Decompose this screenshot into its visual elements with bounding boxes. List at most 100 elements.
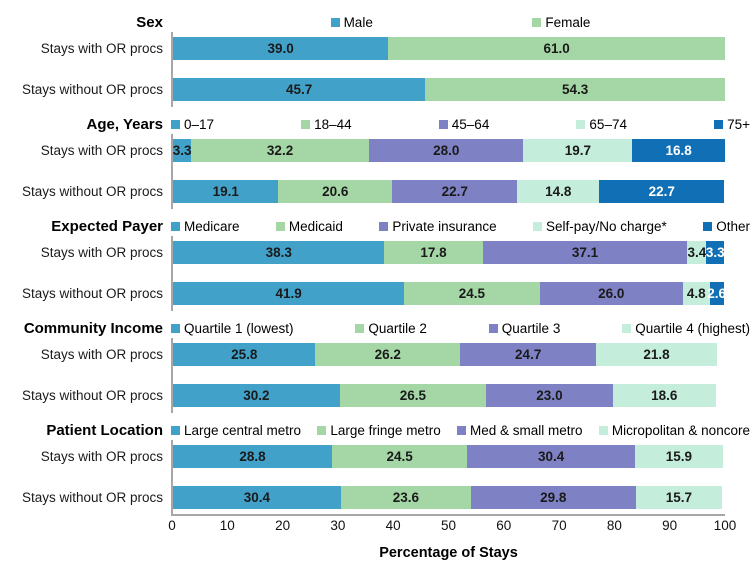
x-axis-tick-label: 80 <box>606 518 622 533</box>
stacked-bar: 38.3 17.8 37.1 3.4 3.3 <box>173 241 725 264</box>
bar-segment: 22.7 <box>392 180 518 203</box>
legend-swatch-icon <box>714 119 724 129</box>
x-axis-tick-label: 70 <box>551 518 567 533</box>
bar-row: Stays without OR procs 19.1 20.6 22.7 14.8 22… <box>0 180 725 203</box>
legend-label: Medicaid <box>288 218 343 234</box>
legend-item: Medicare <box>171 219 240 234</box>
chart-section: Community Income Quartile 1 (lowest) Quart… <box>0 317 750 413</box>
legend-label: Self-pay/No charge* <box>546 218 667 234</box>
bar-value-label: 16.8 <box>665 143 692 158</box>
legend-label: Quartile 3 <box>501 320 561 336</box>
bar-segment: 4.8 <box>683 282 710 305</box>
bar-value-label: 22.7 <box>441 184 468 199</box>
bar-segment: 39.0 <box>173 37 389 60</box>
bar-row: Stays with OR procs 25.8 26.2 24.7 21.8 <box>0 343 725 366</box>
bar-segment: 41.9 <box>173 282 405 305</box>
bar-segment: 28.8 <box>173 445 332 468</box>
legend-item: Medicaid <box>275 218 343 234</box>
x-axis-line <box>171 514 725 516</box>
legend-item: Quartile 3 <box>488 320 561 336</box>
row-label: Stays with OR procs <box>40 245 163 260</box>
bar-value-label: 3.3 <box>172 143 192 158</box>
legend-label: Private insurance <box>392 218 497 234</box>
bar-segment: 21.8 <box>596 343 717 366</box>
bar-value-label: 26.5 <box>399 388 426 403</box>
section-header: Age, Years 0–17 18–44 45–64 65–74 75+ <box>0 113 750 135</box>
x-axis-tick-label: 60 <box>496 518 512 533</box>
legend-swatch-icon <box>171 119 180 129</box>
legend-item: 75+ <box>714 117 750 132</box>
legend-swatch-icon <box>355 323 365 333</box>
bar-segment: 16.8 <box>632 139 725 162</box>
legend-label: 65–74 <box>589 116 627 132</box>
x-axis-tick-label: 10 <box>219 518 235 533</box>
bar-segment: 23.6 <box>340 486 472 509</box>
bar-segment: 18.6 <box>612 384 716 407</box>
legend-item: Quartile 1 (lowest) <box>171 321 294 336</box>
legend-item: 18–44 <box>301 117 352 132</box>
chart-section: Patient Location Large central metro Large… <box>0 419 750 516</box>
legend-swatch-icon <box>438 119 448 129</box>
legend-label: Large central metro <box>184 422 302 438</box>
legend-swatch-icon <box>317 425 327 435</box>
bar-value-label: 15.9 <box>665 449 693 464</box>
bar-segment: 26.2 <box>315 343 461 366</box>
bar-value-label: 37.1 <box>571 245 599 260</box>
stacked-bar: 41.9 24.5 26.0 4.8 2.6 <box>173 282 727 305</box>
x-axis-tick-label: 0 <box>168 518 176 533</box>
legend-label: 75+ <box>727 116 750 132</box>
bar-segment: 22.7 <box>599 180 725 203</box>
stacked-bar: 30.2 26.5 23.0 18.6 <box>173 384 725 407</box>
bar-value-label: 38.3 <box>265 245 292 260</box>
stacked-bar-chart: Sex Male Female Stays with OR procs 39.0 61.0… <box>0 14 750 516</box>
legend: Medicare Medicaid Private insurance Self-pa… <box>171 219 750 234</box>
y-axis-line <box>171 338 173 413</box>
bar-segment: 3.4 <box>687 241 706 264</box>
legend: Large central metro Large fringe metro Med… <box>171 423 750 438</box>
legend-label: Other <box>716 218 750 234</box>
legend-item: Quartile 2 <box>355 321 427 336</box>
bar-value-label: 20.6 <box>322 184 349 199</box>
bar-value-label: 45.7 <box>285 82 313 97</box>
row-label: Stays without OR procs <box>21 82 163 97</box>
bar-row: Stays without OR procs 30.4 23.6 29.8 15.7 <box>0 486 725 509</box>
legend-label: Quartile 1 (lowest) <box>184 320 294 336</box>
bar-segment: 3.3 <box>706 241 725 264</box>
x-axis-tick-label: 40 <box>385 518 401 533</box>
bar-segment: 32.2 <box>191 139 369 162</box>
x-axis-tick-label: 100 <box>713 518 737 533</box>
bar-value-label: 23.0 <box>536 388 563 403</box>
bar-row: Stays with OR procs 38.3 17.8 37.1 3.4 3.3 <box>0 241 725 264</box>
legend-label: Quartile 4 (highest) <box>635 320 750 336</box>
legend-swatch-icon <box>171 425 180 435</box>
x-axis-title: Percentage of Stays <box>379 545 518 561</box>
legend-swatch-icon <box>171 221 180 231</box>
bar-value-label: 25.8 <box>231 347 258 362</box>
legend-item: Female <box>532 15 590 30</box>
bar-segment: 26.5 <box>339 384 486 407</box>
y-axis-line <box>171 440 173 515</box>
bar-segment: 3.3 <box>172 139 192 162</box>
x-axis-ticks: 0 10 20 30 40 50 60 70 80 90 100 <box>168 518 736 536</box>
bar-value-label: 24.7 <box>515 347 542 362</box>
bar-value-label: 2.6 <box>707 286 727 301</box>
section-header: Expected Payer Medicare Medicaid Private in… <box>0 215 750 237</box>
stacked-bar: 30.4 23.6 29.8 15.7 <box>173 486 725 509</box>
stacked-bar: 45.7 54.3 <box>173 78 725 101</box>
bar-segment: 45.7 <box>173 78 426 101</box>
stacked-bar: 25.8 26.2 24.7 21.8 <box>173 343 725 366</box>
section-bars: Stays with OR procs 25.8 26.2 24.7 21.8 Stays… <box>0 338 750 413</box>
bar-row: Stays with OR procs 28.8 24.5 30.4 15.9 <box>0 445 725 468</box>
bar-segment: 30.4 <box>467 445 635 468</box>
legend: 0–17 18–44 45–64 65–74 75+ <box>171 117 750 132</box>
bar-segment: 37.1 <box>482 241 688 264</box>
legend-label: Large fringe metro <box>330 422 441 438</box>
legend-item: Quartile 4 (highest) <box>622 321 750 336</box>
bar-segment: 19.1 <box>173 180 279 203</box>
bar-value-label: 19.1 <box>212 184 239 199</box>
x-axis-tick-label: 20 <box>275 518 291 533</box>
section-header: Community Income Quartile 1 (lowest) Quart… <box>0 317 750 339</box>
legend-item: Male <box>330 15 373 30</box>
legend-item: 45–64 <box>438 117 489 132</box>
x-axis-tick-label: 50 <box>440 518 457 533</box>
